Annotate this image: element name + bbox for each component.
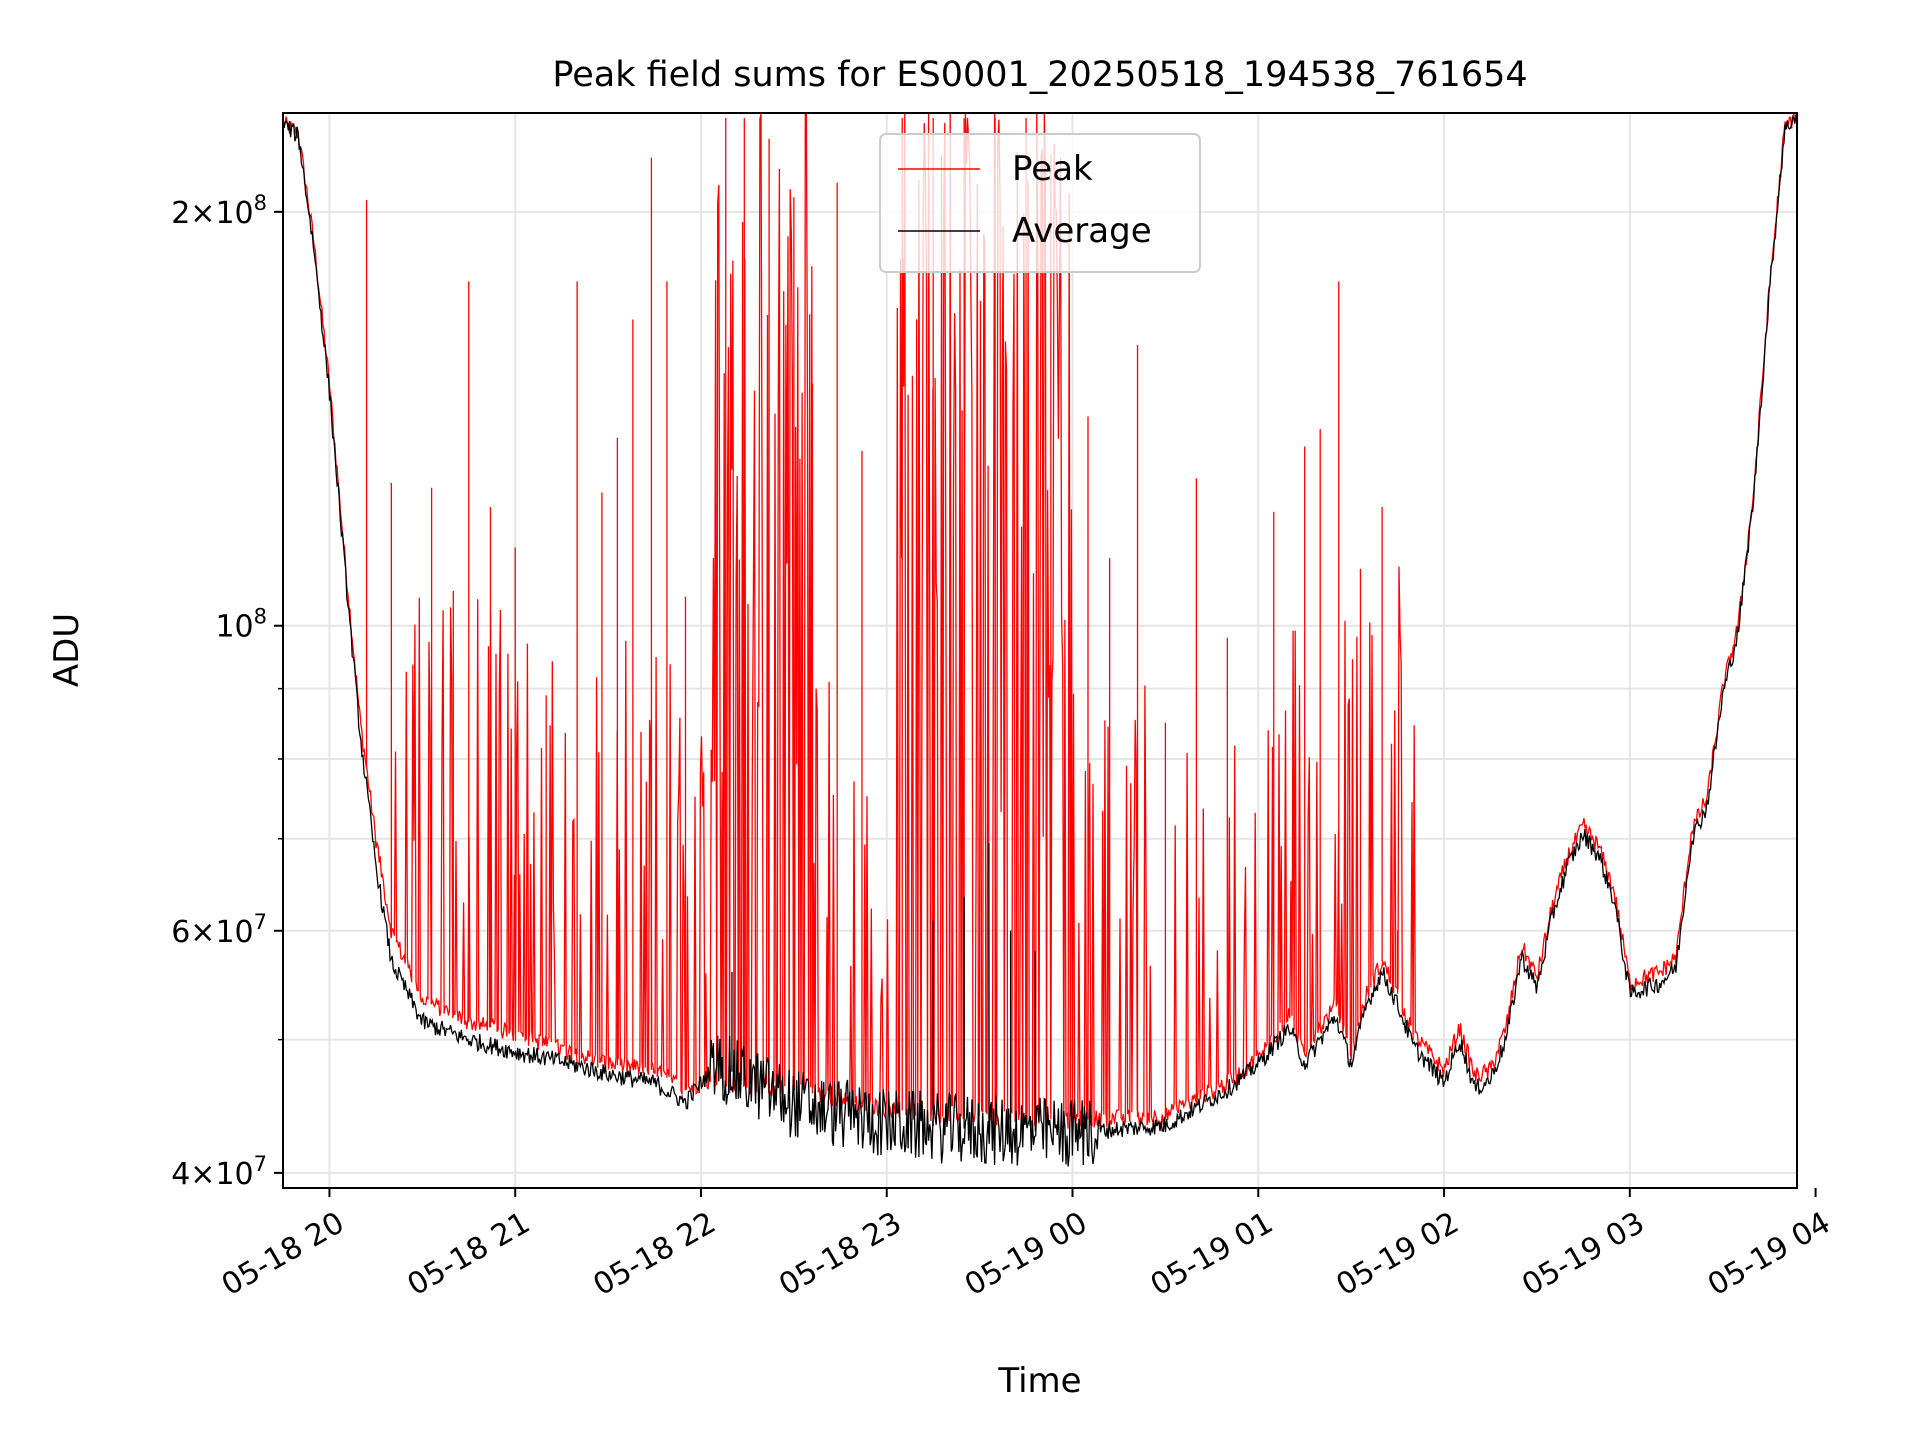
y-tick-label: 108 [215,605,267,645]
plot-frame [282,112,1798,1189]
legend-label-peak: Peak [1012,149,1093,189]
y-tick-label: 6×107 [171,910,267,950]
average-series-line [282,112,1798,1167]
legend-label-average: Average [1012,211,1152,251]
legend: Peak Average [879,133,1201,273]
peak-series-line [282,112,1798,1129]
y-tick-label: 4×107 [171,1152,267,1192]
y-tick-label: 2×108 [171,191,267,231]
y-axis-label: ADU [47,613,87,687]
chart-title: Peak field sums for ES0001_20250518_1945… [552,55,1527,95]
y-axis: 4×107 6×107 108 2×108 [171,191,283,1192]
plot-area [282,112,1798,1167]
x-axis-label: Time [997,1361,1081,1401]
